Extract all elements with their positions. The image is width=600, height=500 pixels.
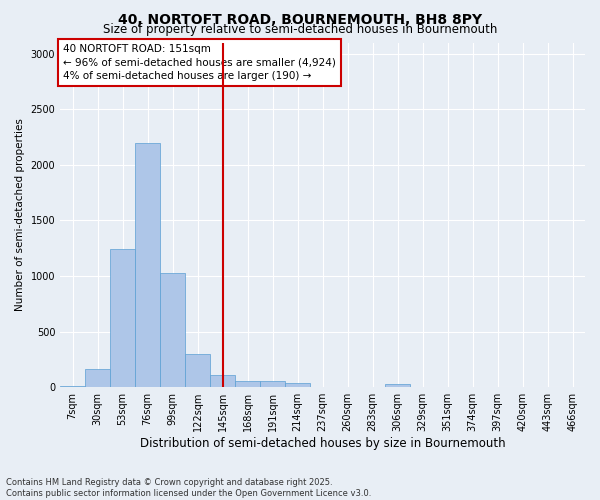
Text: Contains HM Land Registry data © Crown copyright and database right 2025.
Contai: Contains HM Land Registry data © Crown c… [6,478,371,498]
Bar [310,386,335,387]
Y-axis label: Number of semi-detached properties: Number of semi-detached properties [15,118,25,312]
Text: 40 NORTOFT ROAD: 151sqm
← 96% of semi-detached houses are smaller (4,924)
4% of : 40 NORTOFT ROAD: 151sqm ← 96% of semi-de… [63,44,335,80]
Bar [160,272,185,387]
Bar [85,370,110,387]
Bar [60,386,85,387]
Bar [135,142,160,387]
Bar [260,381,285,387]
Text: 40, NORTOFT ROAD, BOURNEMOUTH, BH8 8PY: 40, NORTOFT ROAD, BOURNEMOUTH, BH8 8PY [118,12,482,26]
Bar [385,384,410,387]
Bar [110,250,135,387]
Bar [285,383,310,387]
Bar [235,380,260,387]
X-axis label: Distribution of semi-detached houses by size in Bournemouth: Distribution of semi-detached houses by … [140,437,505,450]
Bar [185,354,210,387]
Bar [210,375,235,387]
Text: Size of property relative to semi-detached houses in Bournemouth: Size of property relative to semi-detach… [103,22,497,36]
